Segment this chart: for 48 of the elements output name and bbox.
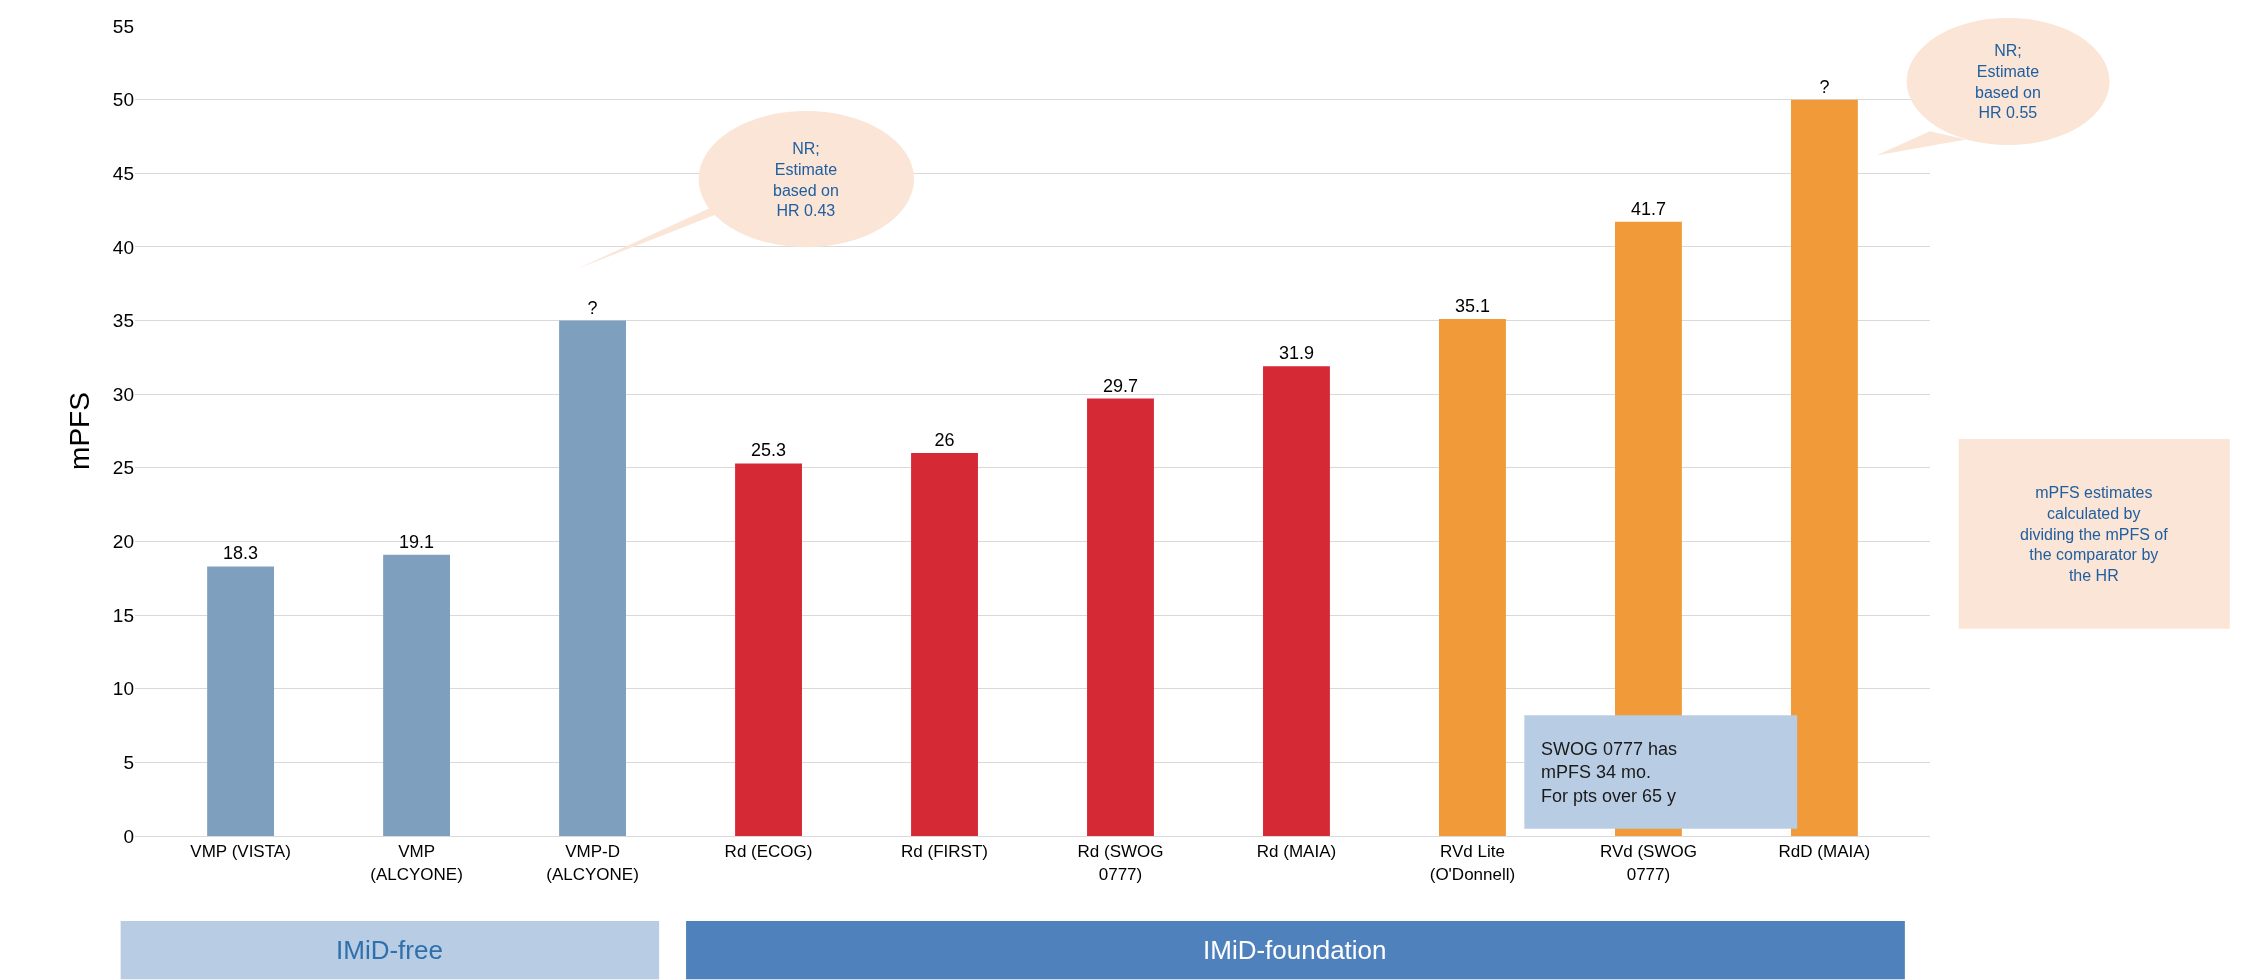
x-tick-label: VMP (VISTA) [190, 842, 291, 862]
data-label: ? [1819, 76, 1830, 97]
y-tick-label: 45 [112, 162, 134, 184]
x-tick-label: RVd (SWOG 0777) [1599, 842, 1697, 884]
bar [1790, 99, 1858, 836]
x-tick-label: Rd (ECOG) [724, 842, 813, 862]
y-tick-label: 5 [123, 752, 134, 774]
x-tick-label: VMP-D (ALCYONE) [546, 842, 639, 884]
bar [735, 463, 802, 836]
data-label: 25.3 [751, 440, 787, 461]
data-label: 19.1 [399, 531, 435, 552]
text: mPFS estimates calculated by dividing the mPFS of the comparator by the HR [2020, 484, 2169, 585]
bar [1263, 366, 1330, 836]
data-label: ? [587, 297, 598, 318]
bar [1087, 398, 1154, 836]
data-label: 18.3 [223, 543, 259, 564]
x-tick-label: VMP (ALCYONE) [370, 842, 463, 884]
y-tick-label: 0 [123, 825, 134, 847]
data-label: 31.9 [1278, 343, 1314, 364]
x-tick-label: Rd (SWOG 0777) [1077, 842, 1164, 884]
x-tick-label: RdD (MAIA) [1778, 842, 1871, 862]
bar [911, 453, 978, 836]
y-tick-label: 20 [112, 531, 134, 553]
annotation: SWOG 0777 has mPFS 34 mo. For pts over 65 y [1541, 739, 1678, 806]
y-axis-title: mPFS [63, 392, 95, 470]
y-tick-label: 55 [112, 15, 134, 37]
y-tick-label: 25 [112, 457, 134, 479]
y-tick-label: 10 [112, 678, 134, 700]
x-tick-label: Rd (FIRST) [901, 842, 988, 862]
y-tick-label: 35 [112, 310, 134, 332]
text: IMiD-foundation [1203, 935, 1387, 965]
y-tick-label: 40 [112, 236, 134, 258]
bar [207, 566, 275, 836]
text: IMiD-free [336, 935, 443, 965]
text: NR; Estimate based on HR 0.55 [1975, 42, 2041, 122]
x-tick-label: RVd Lite (O'Donnell) [1429, 842, 1516, 884]
y-tick-label: 50 [112, 89, 134, 111]
data-label: 41.7 [1630, 198, 1666, 219]
data-label: 26 [934, 430, 955, 451]
annotation: NR; Estimate based on HR 0.43 [773, 140, 839, 220]
bar [1439, 319, 1506, 836]
data-label: 35.1 [1454, 296, 1490, 317]
data-label: 29.7 [1102, 375, 1139, 396]
y-tick-label: 15 [112, 604, 134, 626]
x-tick-label: Rd (MAIA) [1256, 842, 1337, 862]
bar [383, 554, 450, 836]
y-tick-label: 30 [112, 383, 134, 405]
bar [559, 320, 626, 836]
